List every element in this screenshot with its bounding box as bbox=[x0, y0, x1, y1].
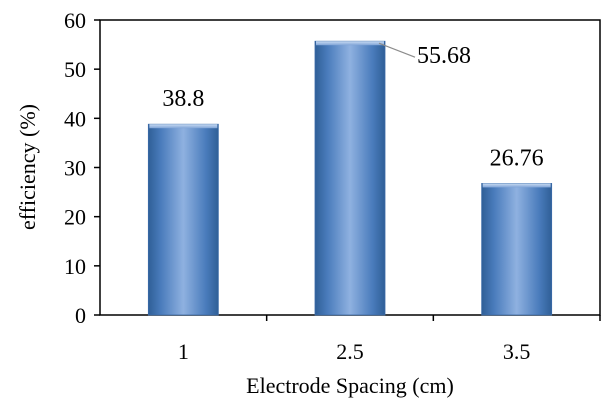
y-axis-ticks: 0 10 20 30 40 50 60 bbox=[64, 8, 100, 328]
y-tick-label: 20 bbox=[64, 205, 86, 230]
data-label: 38.8 bbox=[162, 86, 204, 112]
bar bbox=[314, 40, 386, 316]
data-label: 55.68 bbox=[417, 43, 471, 69]
x-axis-tick-labels: 1 2.5 3.5 bbox=[178, 315, 601, 364]
y-tick-label: 40 bbox=[64, 106, 86, 131]
data-label-leader-line bbox=[378, 42, 416, 58]
bar-top-highlight bbox=[316, 41, 384, 46]
bar-top-highlight bbox=[482, 183, 551, 188]
y-tick-label: 60 bbox=[64, 8, 86, 33]
bars bbox=[147, 40, 553, 316]
y-tick-label: 30 bbox=[64, 156, 86, 181]
data-label: 26.76 bbox=[490, 145, 544, 171]
bar bbox=[147, 123, 219, 316]
y-tick-label: 0 bbox=[75, 303, 86, 328]
y-tick-label: 10 bbox=[64, 254, 86, 279]
y-axis-title: efficiency (%) bbox=[15, 104, 40, 230]
x-tick-label: 2.5 bbox=[336, 339, 364, 364]
bar-top-highlight bbox=[149, 124, 218, 129]
y-tick-label: 50 bbox=[64, 57, 86, 82]
x-tick-label: 3.5 bbox=[503, 339, 531, 364]
x-tick-label: 1 bbox=[178, 339, 189, 364]
bar bbox=[481, 183, 553, 316]
data-labels: 38.8 55.68 26.76 bbox=[162, 42, 544, 171]
x-axis-title: Electrode Spacing (cm) bbox=[246, 373, 454, 398]
